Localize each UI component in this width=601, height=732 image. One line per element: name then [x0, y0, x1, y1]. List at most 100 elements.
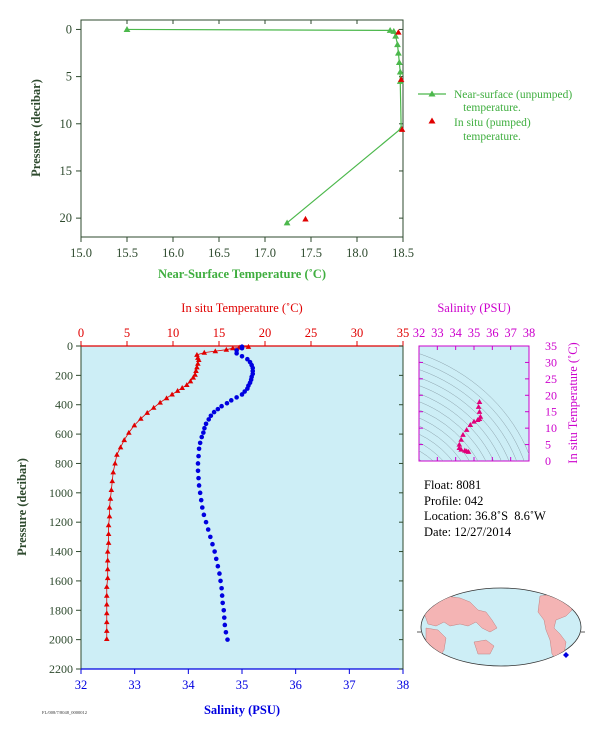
ts-y-tick-label: 35 [545, 339, 557, 353]
temperature-point [103, 601, 110, 607]
temperature-point [192, 371, 198, 377]
top-x-tick-label: 16.5 [208, 246, 230, 260]
temperature-point [212, 348, 219, 354]
footer-code: FL/008/7/8048_0000012 [42, 710, 87, 715]
ts-point [458, 436, 464, 442]
map-land-eurasia [422, 595, 498, 633]
ts-point [474, 417, 481, 423]
top-y-axis-label: Pressure (decibar) [29, 79, 43, 177]
pressure-tick-label: 0 [67, 339, 73, 353]
salinity-point [221, 607, 227, 613]
salinity-tick-label: 37 [343, 678, 356, 692]
map-land-australia [473, 639, 495, 655]
temperature-point [109, 478, 116, 484]
temperature-top-axis: 0 5 10 15 20 25 30 35 [78, 326, 409, 346]
density-contour [419, 393, 494, 461]
density-contour [419, 409, 479, 461]
top-x-tick-label: 15.5 [116, 246, 138, 260]
density-contour [419, 377, 510, 461]
float-value: 8081 [456, 478, 482, 492]
ts-y-tick-label: 5 [545, 438, 551, 452]
legend-in-situ-label-2: temperature. [463, 131, 521, 143]
top-legend: Near-surface (unpumped) temperature. In … [418, 89, 572, 143]
salinity-tick-label: 36 [289, 678, 302, 692]
salinity-point [224, 400, 230, 406]
salinity-point [210, 541, 215, 547]
salinity-point [195, 468, 201, 474]
top-x-tick-label: 18.5 [392, 246, 414, 260]
salinity-point [201, 512, 207, 518]
salinity-point [221, 615, 227, 620]
in-situ-point [397, 76, 405, 82]
pressure-tick-label: 2200 [49, 662, 73, 676]
top-series-group [123, 26, 406, 226]
temperature-point [114, 451, 120, 457]
ts-point [475, 403, 482, 409]
ts-title: Salinity (PSU) [437, 301, 510, 315]
salinity-point [197, 490, 203, 496]
temperature-point [138, 415, 144, 421]
top-y-axis: 0 5 10 15 20 [60, 22, 403, 225]
ts-x-tick-label: 35 [468, 326, 481, 340]
temperature-point [126, 429, 132, 435]
salinity-point [198, 497, 204, 503]
temperature-point [245, 343, 252, 349]
salinity-tick-label: 32 [75, 678, 88, 692]
salinity-point [218, 578, 223, 584]
salinity-tick-label: 33 [128, 678, 141, 692]
map-float-location-marker [563, 652, 569, 658]
temperature-point [104, 575, 111, 581]
temperature-point [230, 345, 236, 351]
top-y-tick-label: 5 [66, 70, 72, 84]
temperature-axis-title: In situ Temperature (˚C) [181, 301, 302, 315]
salinity-point [211, 409, 217, 415]
temperature-point [106, 504, 113, 510]
ts-point [463, 426, 470, 432]
ts-x-tick-label: 38 [523, 326, 536, 340]
top-plot-frame [80, 19, 404, 238]
temperature-point [150, 404, 157, 410]
temperature-tick-label: 35 [397, 326, 410, 340]
pressure-tick-label: 1000 [49, 486, 73, 500]
top-y-tick-label: 15 [60, 164, 73, 178]
pressure-tick-label: 1800 [49, 603, 73, 617]
salinity-point [219, 403, 224, 409]
top-y-tick-label: 0 [66, 22, 72, 36]
salinity-point [245, 386, 250, 391]
map-land-greenland [569, 589, 581, 603]
salinity-point [196, 453, 201, 459]
salinity-point [225, 637, 230, 642]
temperature-point [108, 487, 115, 492]
temperature-point [103, 592, 110, 598]
salinity-point [239, 345, 245, 351]
temperature-point [103, 583, 110, 589]
ts-point [467, 422, 474, 427]
temperature-point [104, 566, 111, 572]
salinity-point [215, 563, 221, 569]
top-x-tick-label: 17.5 [300, 246, 322, 260]
profile-series-group [103, 343, 256, 642]
near-surface-point [394, 41, 401, 48]
ts-point [458, 446, 464, 452]
temperature-point [195, 357, 202, 363]
location-value: 36.8˚S 8.6˚W [475, 509, 546, 523]
salinity-point [203, 519, 209, 525]
salinity-tick-label: 34 [182, 678, 195, 692]
temperature-point [106, 513, 113, 519]
salinity-point [197, 440, 203, 446]
date-row: Date: 12/27/2014 [424, 525, 546, 541]
salinity-point [213, 556, 219, 562]
temperature-point [107, 495, 114, 501]
salinity-bottom-axis: 32 33 34 35 36 37 38 [75, 669, 409, 692]
ts-salinity-axis: 32 33 34 35 36 37 38 [413, 326, 536, 461]
top-y-tick-label: 10 [60, 117, 73, 131]
legend-in-situ-label-1: In situ (pumped) [454, 117, 531, 129]
salinity-point [196, 446, 202, 452]
temperature-point [157, 399, 163, 405]
ts-x-tick-label: 32 [413, 326, 426, 340]
temperature-tick-label: 15 [213, 326, 226, 340]
salinity-point [199, 434, 205, 440]
salinity-point [201, 430, 206, 435]
density-contour [419, 385, 502, 461]
salinity-point [212, 549, 217, 554]
